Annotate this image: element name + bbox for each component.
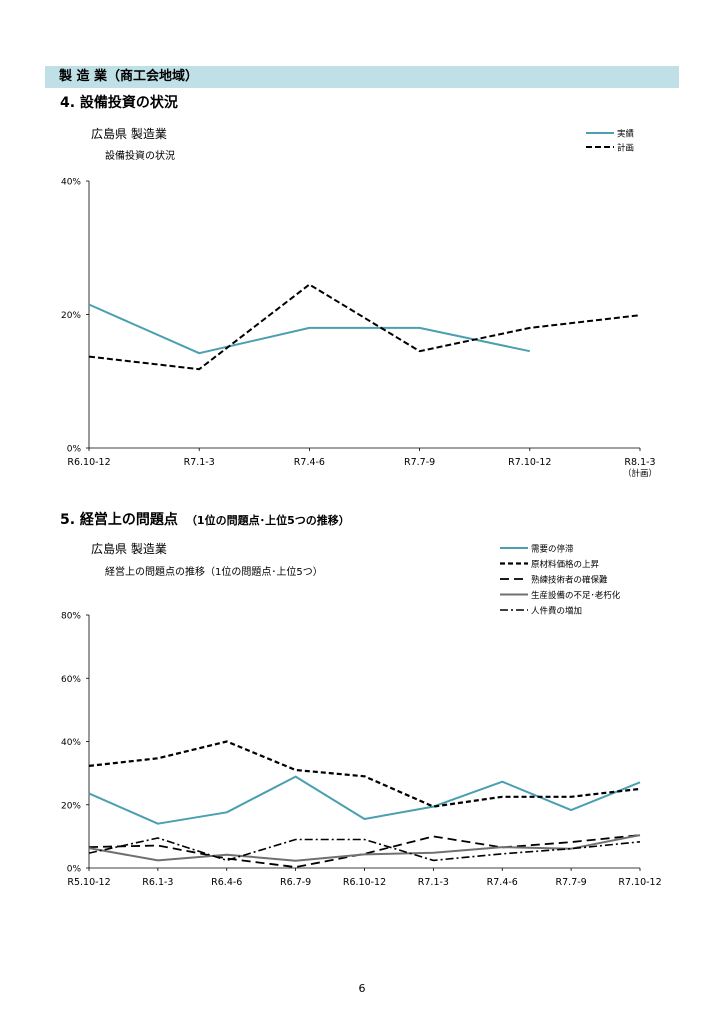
x-tick-label: R7.10-12	[618, 877, 661, 888]
series-line	[88, 740, 641, 808]
section-header-bar: 製 造 業（商工会地域）	[45, 66, 679, 88]
section4-heading-text: 4. 設備投資の状況	[60, 95, 178, 111]
y-tick-label: 40%	[61, 738, 81, 748]
legend-label: 計画	[617, 143, 634, 154]
x-tick-label: R7.7-9	[404, 457, 435, 468]
y-tick-label: 0%	[67, 865, 82, 875]
series-line	[88, 775, 641, 825]
series-line	[88, 834, 641, 868]
series-line	[88, 837, 641, 862]
section5-heading-sub: （1位の問題点･上位5つの推移）	[185, 514, 350, 527]
legend-label: 熟練技術者の確保難	[531, 575, 608, 586]
x-tick-note: （計画）	[623, 468, 657, 479]
x-tick-label: R6.4-6	[211, 877, 242, 888]
series-line	[88, 303, 531, 355]
x-tick-label: R6.10-12	[343, 877, 386, 888]
legend-label: 原材料価格の上昇	[531, 559, 600, 570]
section5-heading-text: 5. 経営上の問題点	[60, 512, 178, 528]
y-tick-label: 20%	[61, 311, 81, 321]
chart-title: 広島県 製造業	[91, 541, 167, 556]
legend-label: 人件費の増加	[531, 606, 582, 617]
x-tick-label: R7.4-6	[487, 877, 518, 888]
section4-heading: 4. 設備投資の状況	[60, 92, 178, 112]
y-tick-label: 80%	[61, 612, 81, 622]
chart-subtitle: 設備投資の状況	[105, 149, 175, 162]
y-tick-label: 20%	[61, 801, 81, 811]
x-tick-label: R7.10-12	[508, 457, 551, 468]
legend-label: 生産設備の不足･老朽化	[531, 590, 621, 601]
x-tick-label: R7.1-3	[418, 877, 449, 888]
y-tick-label: 40%	[61, 178, 81, 188]
x-tick-label: R7.1-3	[184, 457, 215, 468]
x-tick-label: R6.7-9	[280, 877, 311, 888]
chart-title: 広島県 製造業	[91, 126, 167, 141]
section5-heading: 5. 経営上の問題点 （1位の問題点･上位5つの推移）	[60, 509, 350, 529]
x-tick-label: R5.10-12	[67, 877, 110, 888]
y-tick-label: 60%	[61, 675, 81, 685]
x-tick-label: R7.4-6	[294, 457, 325, 468]
page-number: 6	[358, 982, 366, 995]
chart-subtitle: 経営上の問題点の推移（1位の問題点･上位5つ）	[105, 565, 323, 578]
x-tick-label: R6.10-12	[67, 457, 110, 468]
section-label: 製 造 業（商工会地域）	[59, 69, 199, 84]
x-tick-label: R8.1-3	[624, 457, 655, 468]
legend-label: 実績	[617, 129, 635, 140]
series-line	[88, 283, 641, 371]
legend-label: 需要の停滞	[531, 544, 574, 555]
x-tick-label: R7.7-9	[556, 877, 587, 888]
series-line	[88, 834, 641, 862]
y-tick-label: 0%	[67, 445, 82, 455]
x-tick-label: R6.1-3	[142, 877, 173, 888]
